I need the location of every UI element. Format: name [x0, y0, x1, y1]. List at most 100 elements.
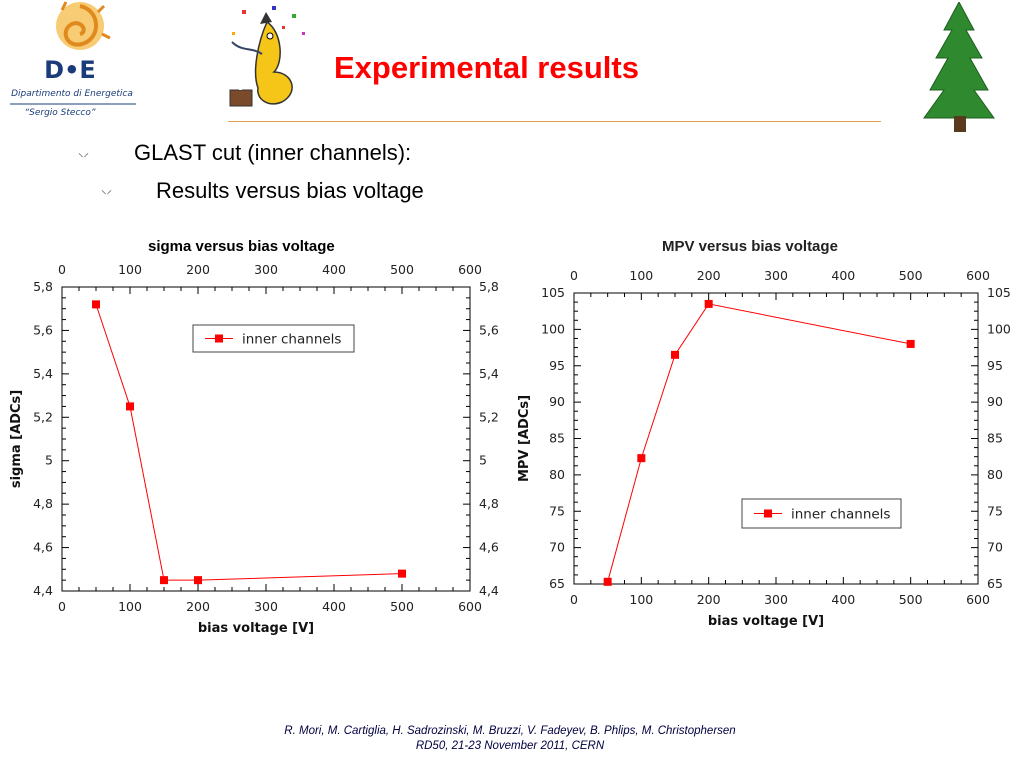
bullet-icon: ⸌⸍ [78, 152, 89, 164]
footer: R. Mori, M. Cartiglia, H. Sadrozinski, M… [180, 724, 840, 754]
y-tick-label-right: 5 [479, 453, 487, 468]
legend-label: inner channels [791, 507, 890, 523]
y-tick-label-right: 5,8 [479, 279, 499, 294]
x-tick-label: 400 [322, 599, 346, 614]
bullet-icon: ⸌⸍ [101, 189, 112, 201]
x-tick-label: 300 [764, 592, 788, 607]
y-axis-label: sigma [ADCs] [9, 390, 24, 488]
y-tick-label-right: 90 [987, 394, 1003, 409]
y-tick-label: 65 [549, 576, 565, 591]
footer-authors: R. Mori, M. Cartiglia, H. Sadrozinski, M… [284, 725, 736, 737]
chart-title-mpv: MPV versus bias voltage [662, 238, 838, 255]
y-tick-label: 5,6 [33, 322, 53, 337]
x-tick-label: 500 [899, 592, 923, 607]
y-tick-label: 4,8 [33, 496, 53, 511]
x-axis-label: bias voltage [V] [198, 621, 314, 636]
x-tick-label: 600 [966, 592, 990, 607]
x-tick-label-top: 400 [831, 268, 855, 283]
x-tick-label-top: 100 [118, 262, 142, 277]
y-tick-label-right: 4,8 [479, 496, 499, 511]
bullet-text: GLAST cut (inner channels): [134, 140, 412, 165]
data-point [603, 577, 612, 586]
legend-marker [215, 334, 223, 343]
y-tick-label-right: 65 [987, 576, 1003, 591]
y-tick-label-right: 105 [987, 285, 1011, 300]
y-tick-label-right: 95 [987, 358, 1003, 373]
mascot-icon [229, 6, 305, 107]
x-tick-label-top: 600 [458, 262, 482, 277]
y-tick-label: 80 [549, 467, 565, 482]
mpv-chart: 0010010020020030030040040050050060060065… [517, 268, 1011, 629]
bullet-text-sub: Results versus bias voltage [156, 178, 424, 203]
x-tick-label-top: 0 [58, 262, 66, 277]
y-tick-label-right: 75 [987, 503, 1003, 518]
x-tick-label-top: 500 [899, 268, 923, 283]
x-tick-label-top: 500 [390, 262, 414, 277]
y-tick-label: 5,8 [33, 279, 53, 294]
logo: D•E Dipartimento di Energetica “Sergio S… [2, 0, 142, 120]
y-tick-label-right: 85 [987, 431, 1003, 446]
y-tick-label-right: 70 [987, 540, 1003, 555]
legend-marker [764, 509, 772, 518]
x-tick-label-top: 400 [322, 262, 346, 277]
y-tick-label: 5,2 [33, 409, 53, 424]
x-axis-label: bias voltage [V] [708, 614, 824, 629]
y-tick-label: 70 [549, 540, 565, 555]
y-tick-label: 105 [541, 285, 565, 300]
footer-event: RD50, 21-23 November 2011, CERN [415, 740, 605, 752]
legend-label: inner channels [242, 332, 341, 348]
mascot [222, 2, 312, 114]
y-tick-label-right: 4,4 [479, 583, 499, 598]
series-line [607, 303, 911, 582]
x-tick-label: 500 [390, 599, 414, 614]
data-point [126, 402, 134, 411]
x-tick-label: 0 [58, 599, 66, 614]
logo-subtitle-2: “Sergio Stecco” [24, 108, 95, 118]
y-tick-label-right: 5,2 [479, 409, 499, 424]
x-tick-label: 100 [629, 592, 653, 607]
x-tick-label: 200 [186, 599, 210, 614]
y-tick-label: 90 [549, 394, 565, 409]
y-tick-label-right: 100 [987, 321, 1011, 336]
x-tick-label-top: 200 [697, 268, 721, 283]
x-tick-label: 200 [697, 592, 721, 607]
tree-icon [923, 0, 995, 132]
chart-title-sigma: sigma versus bias voltage [148, 238, 335, 255]
y-tick-label: 85 [549, 431, 565, 446]
x-tick-label: 300 [254, 599, 278, 614]
x-tick-label: 400 [831, 592, 855, 607]
y-tick-label-right: 80 [987, 467, 1003, 482]
logo-subtitle: Dipartimento di Energetica [11, 89, 133, 99]
data-point [637, 454, 646, 463]
x-tick-label-top: 300 [254, 262, 278, 277]
page-title: Experimental results [334, 50, 639, 85]
y-tick-label: 100 [541, 321, 565, 336]
y-tick-label: 5,4 [33, 366, 53, 381]
x-tick-label-top: 600 [966, 268, 990, 283]
sigma-chart: 001001002002003003004004005005006006004,… [9, 262, 499, 636]
x-tick-label-top: 100 [629, 268, 653, 283]
logo-text: D•E [44, 56, 96, 84]
logo-icon: D•E Dipartimento di Energetica “Sergio S… [10, 1, 136, 118]
data-point [194, 576, 202, 585]
data-point [92, 300, 100, 309]
y-tick-label: 5 [45, 453, 53, 468]
plot-frame [573, 292, 979, 585]
y-tick-label: 75 [549, 503, 565, 518]
data-point [906, 339, 915, 348]
tree [922, 0, 996, 134]
y-tick-label-right: 4,6 [479, 540, 499, 555]
y-tick-label: 4,6 [33, 540, 53, 555]
x-tick-label-top: 200 [186, 262, 210, 277]
y-tick-label-right: 5,4 [479, 366, 499, 381]
x-tick-label: 100 [118, 599, 142, 614]
y-tick-label: 95 [549, 358, 565, 373]
data-point [160, 576, 168, 585]
y-tick-label: 4,4 [33, 583, 53, 598]
title-divider [228, 121, 881, 122]
y-axis-label: MPV [ADCs] [517, 395, 532, 482]
y-tick-label-right: 5,6 [479, 322, 499, 337]
data-point [704, 299, 713, 308]
x-tick-label: 600 [458, 599, 482, 614]
data-point [398, 569, 406, 578]
